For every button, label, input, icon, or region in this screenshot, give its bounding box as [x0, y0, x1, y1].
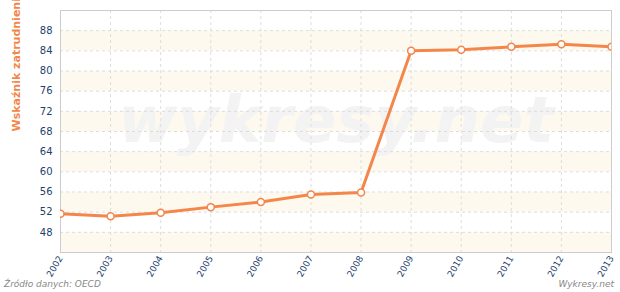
svg-text:2005: 2005 [195, 254, 215, 278]
svg-text:56: 56 [40, 186, 53, 197]
svg-text:2004: 2004 [145, 254, 165, 278]
svg-text:wykresy.net: wykresy.net [118, 83, 557, 157]
svg-text:88: 88 [40, 25, 53, 36]
svg-text:2006: 2006 [245, 254, 265, 278]
svg-text:2012: 2012 [546, 254, 566, 278]
svg-text:80: 80 [40, 65, 53, 76]
svg-text:2007: 2007 [295, 254, 315, 278]
html-text:Wykresy.net: Wykresy.net [558, 279, 614, 289]
svg-text:2009: 2009 [395, 254, 415, 278]
svg-text:2002: 2002 [45, 254, 65, 278]
svg-text:68: 68 [40, 126, 53, 137]
svg-text:2013: 2013 [596, 254, 616, 278]
html-text:Źródło danych: OECD: Źródło danych: OECD [4, 279, 101, 289]
svg-text:84: 84 [40, 45, 53, 56]
svg-text:2003: 2003 [95, 254, 115, 278]
svg-text:76: 76 [40, 85, 53, 96]
svg-text:48: 48 [40, 227, 53, 238]
svg-text:64: 64 [40, 146, 53, 157]
svg-text:2011: 2011 [495, 254, 515, 278]
svg-text:2010: 2010 [445, 254, 465, 278]
svg-text:2008: 2008 [345, 254, 365, 278]
svg-text:Wskaźnik zatrudnienia (w %): Wskaźnik zatrudnienia (w %) [10, 0, 23, 132]
svg-text:72: 72 [40, 106, 53, 117]
svg-text:60: 60 [40, 166, 53, 177]
svg-text:52: 52 [40, 206, 53, 217]
